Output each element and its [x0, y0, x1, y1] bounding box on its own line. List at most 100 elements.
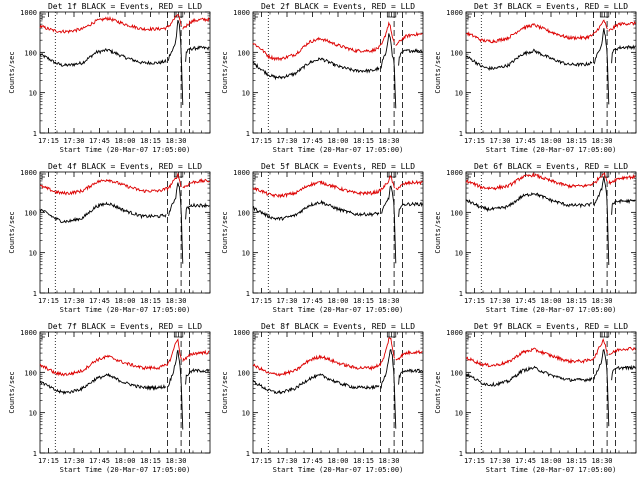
- x-tick-label: 17:45: [89, 297, 110, 305]
- y-tick-label: 100: [237, 369, 250, 377]
- x-tick-label: 18:15: [140, 297, 161, 305]
- plot-frame: [39, 171, 211, 294]
- x-tick-label: 17:30: [276, 297, 297, 305]
- x-tick-label: 18:30: [378, 297, 399, 305]
- events-series-line: [465, 28, 636, 105]
- x-tick-label: 18:30: [378, 137, 399, 145]
- x-axis-label: Start Time (20-Mar-07 17:05:00): [60, 466, 191, 474]
- y-tick-label: 1000: [20, 329, 37, 337]
- x-tick-label: 18:30: [165, 137, 186, 145]
- detector-panel: Det 4f BLACK = Events, RED = LLD 1 10 100 10…: [8, 162, 211, 314]
- x-tick-label: 17:30: [489, 297, 510, 305]
- x-tick-label: 17:45: [515, 457, 536, 465]
- y-tick-label: 1000: [20, 9, 37, 17]
- lld-series-line: [39, 14, 210, 34]
- y-tick-label: 100: [450, 369, 463, 377]
- x-tick-label: 17:45: [89, 457, 110, 465]
- x-tick-label: 17:15: [464, 297, 485, 305]
- panel-title: Det 5f BLACK = Events, RED = LLD: [261, 162, 415, 171]
- y-tick-label: 1: [33, 450, 37, 458]
- y-tick-label: 1: [459, 130, 463, 138]
- x-tick-label: 17:30: [489, 137, 510, 145]
- y-axis-label: Counts/sec: [221, 371, 229, 413]
- detector-panel: Det 5f BLACK = Events, RED = LLD 1 10 100 10…: [221, 162, 424, 314]
- y-tick-label: 1: [246, 290, 250, 298]
- events-series-line: [39, 19, 210, 106]
- y-tick-label: 1000: [233, 329, 250, 337]
- lld-series-line: [39, 338, 210, 377]
- lld-series-line: [465, 19, 636, 44]
- y-tick-label: 1000: [233, 169, 250, 177]
- detector-panel: Det 3f BLACK = Events, RED = LLD 1 10 100 10…: [434, 2, 637, 154]
- detector-panel: Det 8f BLACK = Events, RED = LLD 1 10 100 10…: [221, 322, 424, 474]
- x-tick-label: 18:00: [327, 297, 348, 305]
- x-tick-label: 17:30: [276, 137, 297, 145]
- lld-series-line: [465, 172, 636, 191]
- panel-title: Det 8f BLACK = Events, RED = LLD: [261, 322, 415, 331]
- y-tick-label: 1: [459, 450, 463, 458]
- x-tick-label: 17:45: [515, 297, 536, 305]
- x-tick-label: 18:30: [165, 457, 186, 465]
- x-axis-label: Start Time (20-Mar-07 17:05:00): [273, 146, 404, 154]
- x-tick-label: 18:30: [165, 297, 186, 305]
- x-tick-label: 17:15: [251, 137, 272, 145]
- plot-frame: [39, 11, 211, 134]
- detector-panel: Det 7f BLACK = Events, RED = LLD 1 10 100 10…: [8, 322, 211, 474]
- x-tick-label: 18:00: [114, 137, 135, 145]
- y-tick-label: 10: [242, 250, 250, 258]
- y-tick-label: 100: [24, 209, 37, 217]
- x-tick-label: 17:45: [89, 137, 110, 145]
- x-axis-label: Start Time (20-Mar-07 17:05:00): [273, 466, 404, 474]
- lld-series-line: [39, 173, 210, 196]
- y-tick-label: 100: [24, 369, 37, 377]
- detector-panel: Det 1f BLACK = Events, RED = LLD 1 10 100 10…: [8, 2, 211, 154]
- x-tick-label: 18:15: [353, 297, 374, 305]
- plot-frame: [465, 171, 637, 294]
- panel-title: Det 2f BLACK = Events, RED = LLD: [261, 2, 415, 11]
- y-axis-label: Counts/sec: [434, 51, 442, 93]
- y-tick-label: 100: [237, 209, 250, 217]
- panel-title: Det 7f BLACK = Events, RED = LLD: [48, 322, 202, 331]
- plot-frame: [465, 331, 637, 454]
- plot-frame: [252, 11, 424, 134]
- y-tick-label: 10: [455, 90, 463, 98]
- x-tick-label: 18:30: [378, 457, 399, 465]
- events-series-line: [252, 348, 423, 429]
- y-tick-label: 10: [455, 410, 463, 418]
- x-tick-label: 17:15: [38, 137, 59, 145]
- x-tick-label: 18:00: [540, 137, 561, 145]
- y-tick-label: 100: [24, 49, 37, 57]
- lld-series-line: [252, 337, 423, 377]
- y-tick-label: 1000: [446, 329, 463, 337]
- panel-title: Det 3f BLACK = Events, RED = LLD: [474, 2, 628, 11]
- y-tick-label: 1000: [233, 9, 250, 17]
- x-axis-label: Start Time (20-Mar-07 17:05:00): [60, 306, 191, 314]
- detector-panel: Det 2f BLACK = Events, RED = LLD 1 10 100 10…: [221, 2, 424, 154]
- x-tick-label: 17:30: [276, 457, 297, 465]
- x-tick-label: 18:00: [114, 457, 135, 465]
- x-tick-label: 18:15: [353, 457, 374, 465]
- y-axis-label: Counts/sec: [221, 211, 229, 253]
- lld-series-line: [252, 175, 423, 199]
- events-series-line: [252, 185, 423, 264]
- x-tick-label: 17:45: [302, 137, 323, 145]
- x-tick-label: 17:15: [464, 457, 485, 465]
- x-tick-label: 18:00: [540, 297, 561, 305]
- x-tick-label: 18:15: [566, 137, 587, 145]
- y-tick-label: 1: [33, 290, 37, 298]
- lld-series-line: [465, 338, 636, 368]
- y-tick-label: 100: [237, 49, 250, 57]
- y-tick-label: 100: [450, 49, 463, 57]
- detector-panel: Det 9f BLACK = Events, RED = LLD 1 10 100 10…: [434, 322, 637, 474]
- x-tick-label: 17:30: [63, 297, 84, 305]
- x-tick-label: 18:00: [327, 457, 348, 465]
- x-axis-label: Start Time (20-Mar-07 17:05:00): [273, 306, 404, 314]
- x-axis-label: Start Time (20-Mar-07 17:05:00): [486, 146, 617, 154]
- y-axis-label: Counts/sec: [8, 211, 16, 253]
- events-series-line: [39, 182, 210, 264]
- x-tick-label: 18:00: [327, 137, 348, 145]
- y-tick-label: 10: [455, 250, 463, 258]
- x-axis-label: Start Time (20-Mar-07 17:05:00): [486, 306, 617, 314]
- panel-title: Det 9f BLACK = Events, RED = LLD: [474, 322, 628, 331]
